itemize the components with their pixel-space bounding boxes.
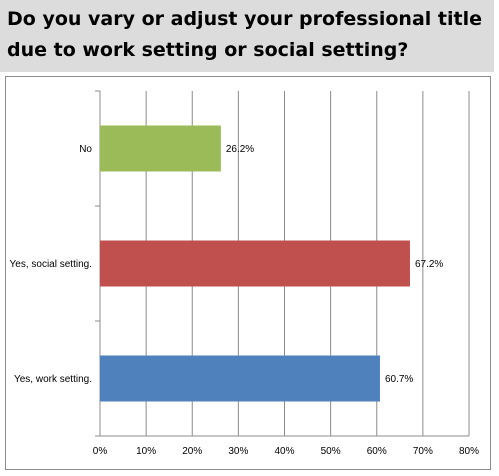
x-tick-label: 0% [93,446,108,457]
bar [100,125,221,172]
category-label: Yes, work setting. [14,374,92,385]
page-title: Do you vary or adjust your professional … [7,8,482,61]
x-tick-label: 60% [367,446,387,457]
x-tick-label: 70% [413,446,433,457]
bar [100,355,380,402]
bar [100,240,410,287]
data-label: 60.7% [385,374,413,385]
category-label: No [79,144,92,155]
title-banner: Do you vary or adjust your professional … [0,0,494,72]
x-tick-label: 80% [459,446,479,457]
x-tick-label: 10% [136,446,156,457]
bar-chart: 0% 10% 20% 30% 40% 50% 60% 70% 80% No 26.2% Yes, so… [10,90,479,457]
chart-frame: 0% 10% 20% 30% 40% 50% 60% 70% 80% No 26.2% Yes, so… [5,76,491,470]
x-tick-label: 50% [321,446,341,457]
data-label: 67.2% [415,259,443,270]
x-tick-label: 40% [274,446,294,457]
category-label: Yes, social setting. [10,259,92,270]
data-label: 26.2% [226,144,254,155]
x-tick-label: 20% [182,446,202,457]
x-tick-label: 30% [228,446,248,457]
